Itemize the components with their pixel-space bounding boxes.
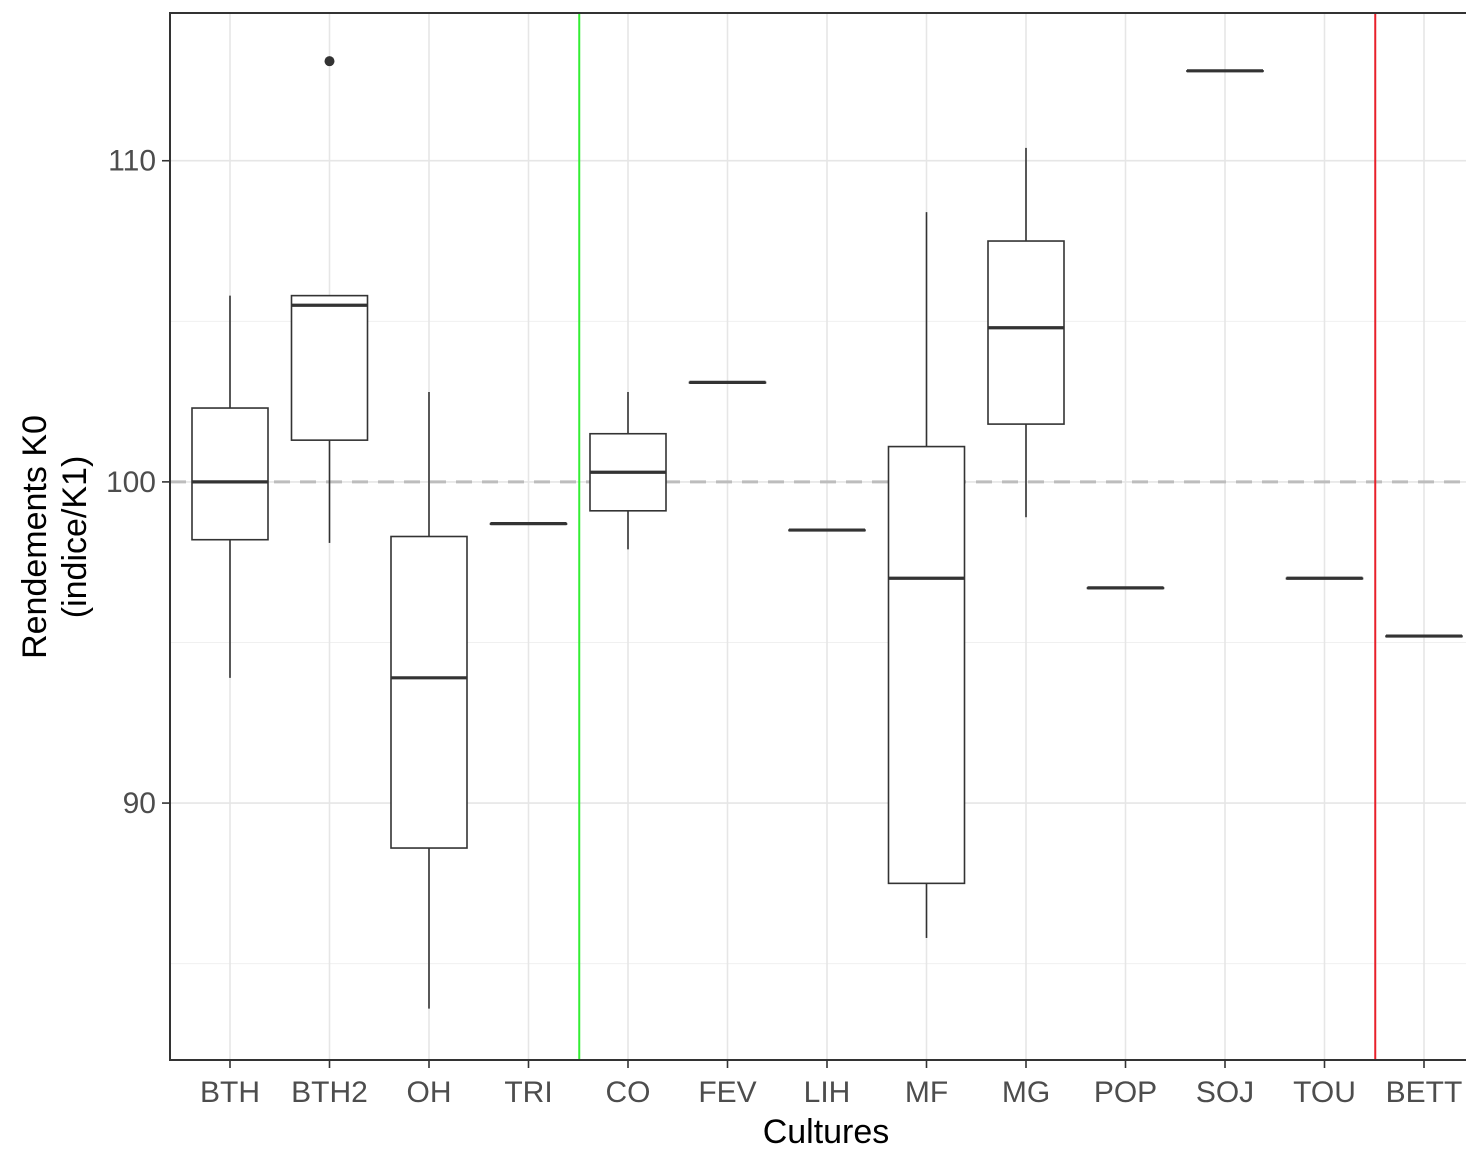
x-tick-label: SOJ: [1196, 1076, 1254, 1109]
plot-panel: [170, 13, 1466, 1060]
y-tick-label: 110: [108, 145, 156, 178]
box-lih: [788, 528, 866, 532]
box-soj: [1186, 69, 1264, 73]
box-mf: [887, 212, 966, 938]
x-tick-label: OH: [407, 1076, 452, 1109]
box-co: [589, 391, 667, 550]
y-tick-label: 100: [106, 466, 156, 499]
box-body: [987, 240, 1065, 425]
box-tri: [489, 522, 568, 526]
y-tick-label: 90: [123, 787, 156, 820]
x-tick-label: LIH: [804, 1076, 851, 1109]
x-tick-label: TRI: [504, 1076, 552, 1109]
boxes: [191, 56, 1463, 1009]
box-body: [290, 294, 369, 441]
y-axis-title: Rendements K0 (indice/K1): [16, 415, 94, 659]
axes: 90 100 110 BTH BTH2 OH TRI CO FEV LIH MF MG POP SOJ TO…: [106, 12, 1466, 1109]
x-tick-label: FEV: [698, 1076, 756, 1109]
y-axis-title-line-1: Rendements K0: [16, 415, 54, 659]
panel-border: [169, 12, 1466, 1061]
box-bett: [1385, 634, 1463, 638]
grid: [170, 13, 1466, 1060]
box-fev: [688, 380, 767, 384]
box-bth: [191, 295, 269, 678]
x-tick-label: BETT: [1386, 1076, 1463, 1109]
x-tick-label: TOU: [1293, 1076, 1356, 1109]
x-tick-label: CO: [606, 1076, 651, 1109]
box-body: [191, 407, 269, 541]
x-tick-label: MF: [905, 1076, 948, 1109]
x-tick-label: POP: [1094, 1076, 1157, 1109]
box-body: [390, 535, 468, 849]
x-tick-label: BTH: [200, 1076, 260, 1109]
outlier-point: [324, 56, 335, 67]
box-mg: [987, 147, 1065, 518]
x-axis-title: Cultures: [763, 1113, 890, 1150]
y-axis-title-line-2: (indice/K1): [56, 456, 94, 619]
box-body: [887, 445, 966, 885]
box-bth2: [290, 56, 369, 543]
box-oh: [390, 391, 468, 1009]
x-tick-label: MG: [1002, 1076, 1050, 1109]
reference-lines: [170, 13, 1466, 1060]
box-pop: [1086, 586, 1165, 590]
box-tou: [1285, 576, 1364, 580]
x-tick-label: BTH2: [291, 1076, 368, 1109]
